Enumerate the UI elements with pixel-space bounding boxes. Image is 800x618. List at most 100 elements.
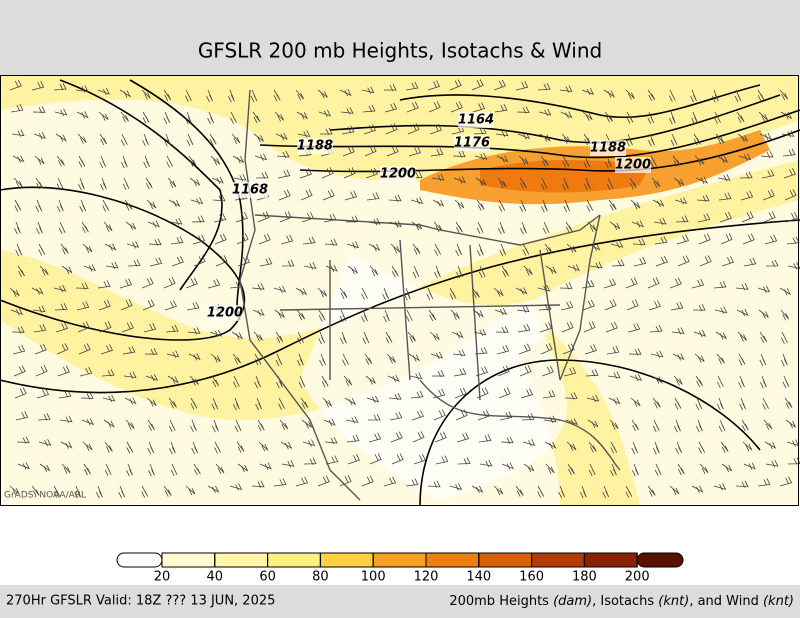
wind-barb [405,309,413,322]
wind-barb [669,111,676,125]
wind-barb [124,199,133,211]
wind-barb [763,419,773,431]
wind-barb [56,343,69,355]
wind-barb [412,243,421,255]
wind-barb [53,82,67,91]
wind-barb [604,299,617,311]
wind-barb [322,189,335,201]
wind-barb [737,133,748,143]
wind-barb [254,353,262,366]
wind-barb [759,132,772,141]
wind-barb [518,343,531,355]
wind-barb [95,485,103,499]
wind-barb [386,353,396,364]
wind-barb [631,419,639,432]
wind-barb [471,485,484,494]
wind-barb [654,463,662,477]
wind-barb [406,101,419,113]
wind-barb [736,111,745,123]
colorbar-label: 20 [154,570,171,585]
wind-barb [691,485,704,494]
wind-barb [411,221,423,231]
wind-barb [762,189,775,201]
wind-barb [429,331,440,341]
wind-barb [118,485,126,499]
wind-barb [647,89,656,102]
wind-barb [501,265,509,278]
wind-barb [718,192,732,201]
wind-barb [604,111,613,123]
wind-barb [300,189,313,201]
wind-barb [321,167,334,179]
wind-barb [699,255,712,267]
wind-barb [759,331,768,344]
wind-barb [236,441,245,453]
contour-label: 1200 [380,167,416,182]
wind-barb [146,199,157,210]
wind-barb [54,108,68,117]
wind-barb [560,111,573,119]
wind-barb [630,397,641,407]
wind-barb [362,104,376,113]
wind-barb [515,287,528,295]
wind-barb [100,177,107,191]
wind-barb [496,344,510,355]
wind-barb [369,265,379,277]
wind-barb [719,211,732,223]
colorbar-box [478,552,533,568]
colorbar-label: 180 [572,570,597,585]
wind-barb [670,301,684,311]
wind-barb [629,177,637,190]
wind-barb [100,344,114,355]
wind-barb [163,277,176,289]
wind-barb [760,150,774,159]
wind-barb [81,418,95,426]
wind-barb [631,220,644,228]
wind-barb [781,130,795,138]
wind-barb [345,215,359,223]
wind-barb [297,353,304,367]
wind-barb [626,133,633,147]
wind-barb [652,199,665,208]
wind-barb [743,257,757,267]
wind-barb [521,413,535,421]
wind-barb [232,353,241,365]
wind-barb [168,199,181,208]
colorbar-label: 60 [259,570,276,585]
wind-barb [253,331,263,342]
wind-barb [146,397,157,407]
wind-barb [384,102,398,113]
wind-barb [168,397,177,409]
wind-barb [540,199,548,213]
wind-barb [519,177,527,190]
wind-barb [433,409,446,421]
wind-barb [143,322,157,333]
wind-barb [457,457,471,465]
wind-barb [452,150,466,158]
colorbar: 20 40 60 80 100 120 140 160 180 200 [116,552,684,585]
wind-barb [765,259,779,268]
wind-barb [142,111,150,124]
wind-barb [369,453,382,465]
wind-barb [105,261,119,270]
wind-barb [562,343,575,355]
colorbar-label: 160 [519,570,544,585]
wind-barb [743,462,756,470]
wind-barb [497,365,510,377]
wind-barb [148,463,155,477]
wind-barb [691,278,705,289]
wind-barb [434,243,441,256]
footer-right-part: 200mb Heights [449,594,553,609]
wind-barb [670,133,678,147]
wind-barb [275,353,283,367]
wind-barb [38,438,52,447]
wind-barb [500,436,514,444]
wind-barb [712,89,719,103]
wind-barb [119,278,133,289]
wind-barb [250,89,258,103]
wind-barb [209,133,217,146]
wind-barb [79,367,93,377]
wind-barb [428,101,441,113]
wind-barb [472,309,485,318]
wind-barb [185,89,192,102]
